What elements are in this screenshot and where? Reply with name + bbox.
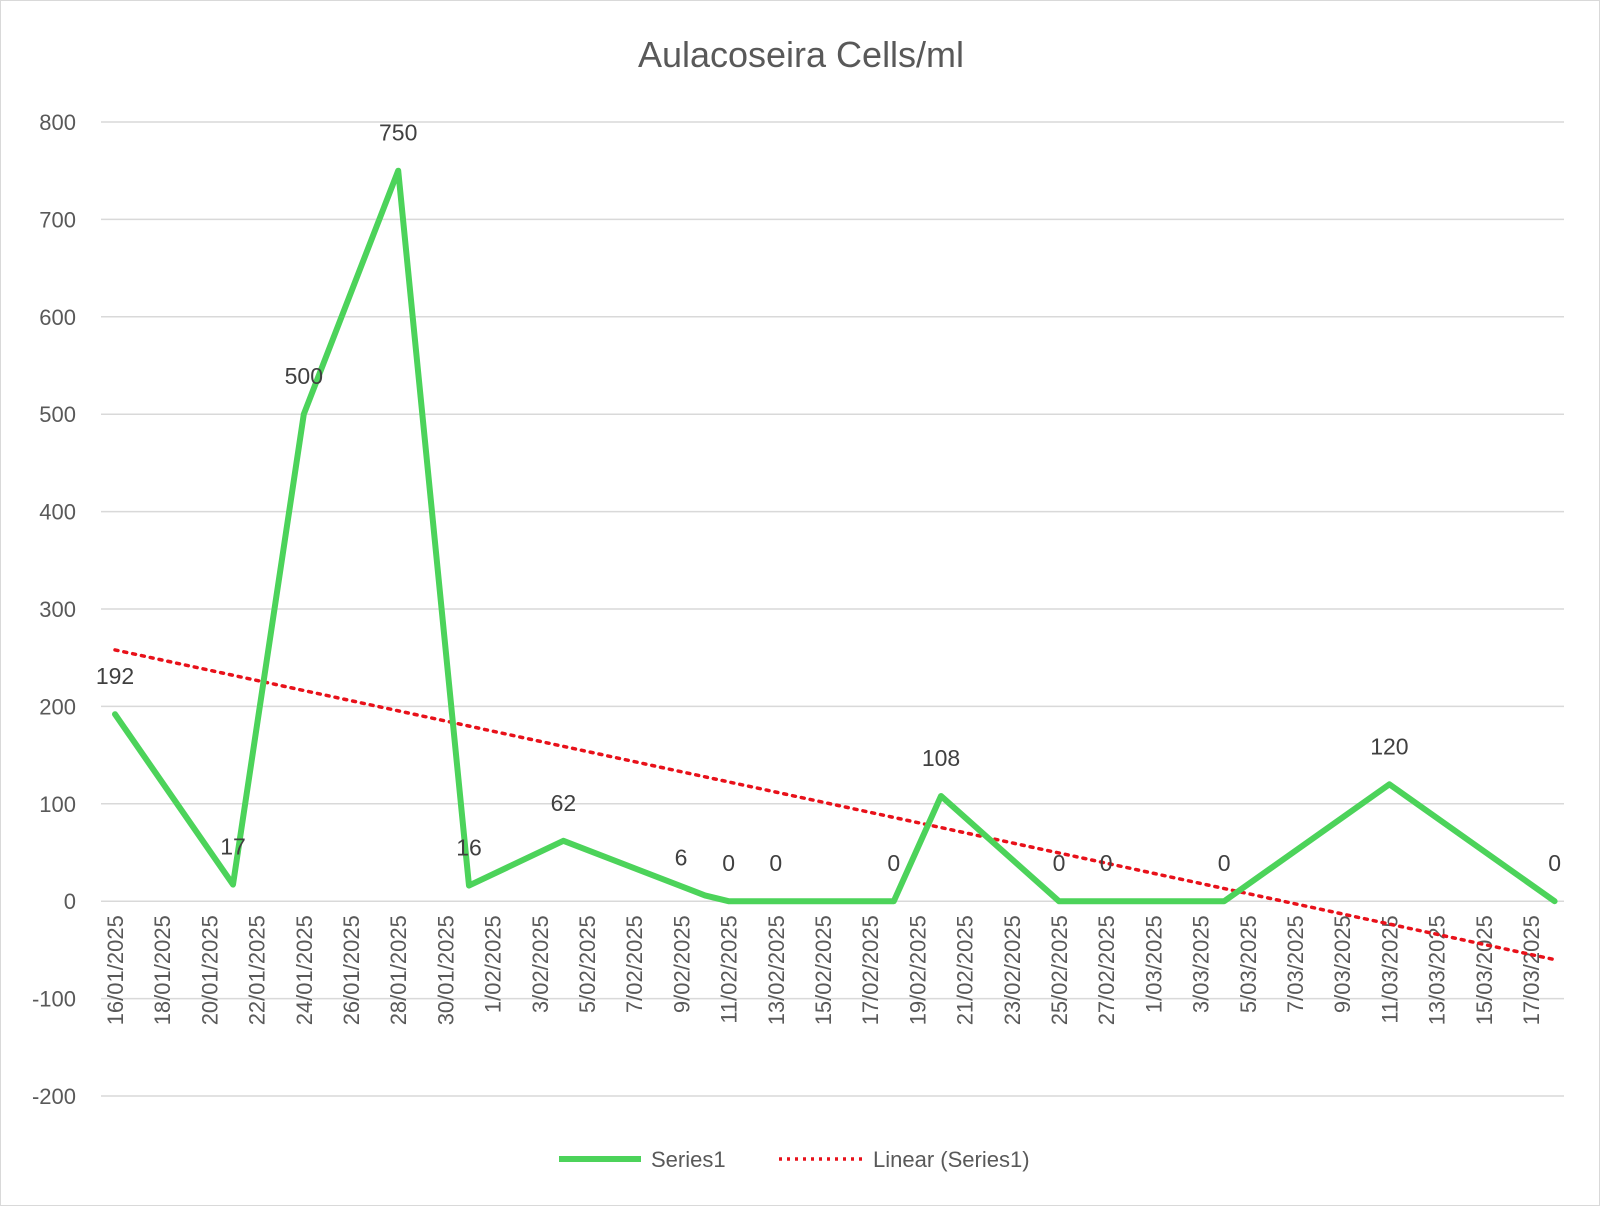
series-layer (112, 167, 1558, 905)
y-tick-label--100: -100 (32, 987, 76, 1012)
x-tick-label-4: 24/01/2025 (292, 915, 317, 1025)
y-tick-label-400: 400 (39, 500, 76, 525)
x-tick-label-15: 15/02/2025 (811, 915, 836, 1025)
data-label-7: 0 (722, 850, 735, 876)
x-tick-label-13: 11/02/2025 (717, 915, 742, 1023)
data-label-8: 0 (769, 850, 782, 876)
data-point-7 (726, 898, 732, 904)
data-point-3 (395, 168, 401, 174)
x-tick-label-5: 26/01/2025 (339, 915, 364, 1025)
x-tick-label-26: 9/03/2025 (1330, 915, 1355, 1013)
y-tick-label-200: 200 (39, 694, 76, 719)
x-tick-label-30: 17/03/2025 (1519, 915, 1544, 1025)
legend-label-series1: Series1 (651, 1147, 726, 1172)
y-tick-label-300: 300 (39, 597, 76, 622)
y-tick-label-100: 100 (39, 792, 76, 817)
trendline-layer (113, 648, 1557, 962)
data-point-11 (1056, 898, 1062, 904)
x-tick-label-21: 27/02/2025 (1094, 915, 1119, 1025)
x-tick-label-22: 1/03/2025 (1141, 915, 1166, 1013)
data-point-8 (773, 898, 779, 904)
data-point-4 (466, 883, 472, 889)
data-point-6 (702, 892, 708, 898)
x-tick-label-18: 21/02/2025 (953, 915, 978, 1025)
data-point-14 (1386, 781, 1392, 787)
legend-label-trendline: Linear (Series1) (873, 1147, 1030, 1172)
x-tick-label-29: 15/03/2025 (1472, 915, 1497, 1025)
y-tick-label-800: 800 (39, 110, 76, 135)
y-tick-label-700: 700 (39, 207, 76, 232)
data-point-2 (301, 411, 307, 417)
x-tick-label-24: 5/03/2025 (1236, 915, 1261, 1013)
data-point-9 (891, 898, 897, 904)
x-tick-label-7: 30/01/2025 (433, 915, 458, 1025)
x-tick-label-17: 19/02/2025 (905, 915, 930, 1025)
data-label-11: 0 (1053, 850, 1066, 876)
x-tick-label-9: 3/02/2025 (528, 915, 553, 1013)
data-label-14: 120 (1370, 733, 1408, 759)
y-tick-label-0: 0 (64, 889, 76, 914)
x-tick-label-1: 18/01/2025 (150, 915, 175, 1025)
data-label-2: 500 (285, 363, 323, 389)
data-label-5: 62 (551, 790, 577, 816)
data-point-15 (1552, 898, 1558, 904)
data-label-10: 108 (922, 745, 960, 771)
trendline-linear-series1 (113, 648, 1557, 962)
x-tick-label-16: 17/02/2025 (858, 915, 883, 1025)
data-point-10 (938, 793, 944, 799)
y-tick-label-600: 600 (39, 305, 76, 330)
y-axis-ticks: 800 700 600 500 400 300 200 100 0 -100 -200 (32, 110, 76, 1109)
x-tick-label-6: 28/01/2025 (386, 915, 411, 1025)
x-tick-label-20: 25/02/2025 (1047, 915, 1072, 1025)
data-point-5 (560, 838, 566, 844)
data-label-3: 750 (379, 120, 417, 146)
x-tick-label-27: 11/03/2025 (1377, 915, 1402, 1023)
data-point-13 (1221, 898, 1227, 904)
data-point-0 (112, 711, 118, 717)
x-tick-label-2: 20/01/2025 (197, 915, 222, 1025)
x-tick-label-12: 9/02/2025 (669, 915, 694, 1013)
x-tick-label-11: 7/02/2025 (622, 915, 647, 1013)
x-tick-label-8: 1/02/2025 (481, 915, 506, 1013)
x-tick-label-10: 5/02/2025 (575, 915, 600, 1013)
x-tick-label-19: 23/02/2025 (1000, 915, 1025, 1025)
chart-title: Aulacoseira Cells/ml (638, 34, 964, 75)
data-label-4: 16 (456, 835, 482, 861)
legend: Series1 Linear (Series1) (559, 1147, 1030, 1172)
data-label-15: 0 (1548, 850, 1561, 876)
y-tick-label--200: -200 (32, 1084, 76, 1109)
x-tick-label-3: 22/01/2025 (245, 915, 270, 1025)
data-label-9: 0 (887, 850, 900, 876)
x-tick-label-14: 13/02/2025 (764, 915, 789, 1025)
data-label-6: 6 (675, 844, 688, 870)
data-label-12: 0 (1100, 850, 1113, 876)
data-point-1 (230, 882, 236, 888)
series-line-series1 (112, 167, 1558, 905)
x-tick-label-0: 16/01/2025 (103, 915, 128, 1025)
y-tick-label-500: 500 (39, 402, 76, 427)
data-label-1: 17 (220, 834, 246, 860)
data-labels: 192 17 500 750 16 62 6 0 0 0 108 0 0 0 120 0 (96, 120, 1561, 877)
data-label-13: 0 (1218, 850, 1231, 876)
x-tick-label-25: 7/03/2025 (1283, 915, 1308, 1013)
data-label-0: 192 (96, 663, 134, 689)
x-tick-label-23: 3/03/2025 (1189, 915, 1214, 1013)
data-point-12 (1103, 898, 1109, 904)
x-axis-ticks: 16/01/2025 18/01/2025 20/01/2025 22/01/2025… (103, 915, 1544, 1025)
